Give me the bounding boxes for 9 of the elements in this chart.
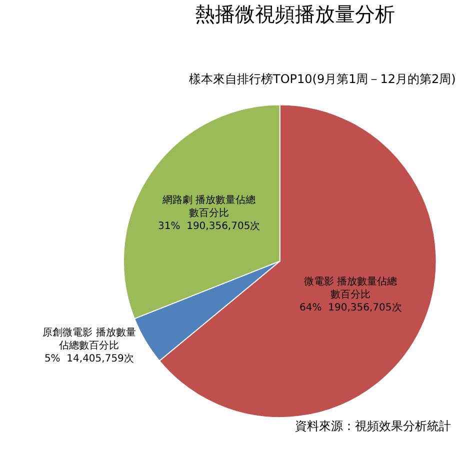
chart-title: 熱播微視頻播放量分析 [195,2,396,26]
data-label: 31% 190,356,705次 [158,221,260,232]
chart-subtitle: 樣本來自排行榜TOP10(9月第1周－12月的第2周) [189,72,456,86]
slice-label: 原創微電影 播放數量佔總數百分比 [42,326,136,352]
slice-label: 網路劇 播放數量佔總數百分比 [161,194,256,220]
data-label: 5% 14,405,759次 [44,354,134,365]
slice-label: 微電影 播放數量佔總數百分比 [304,275,398,300]
data-label: 64% 190,356,705次 [300,302,402,314]
source-note: 資料來源：視頻效果分析統計 [295,419,451,433]
